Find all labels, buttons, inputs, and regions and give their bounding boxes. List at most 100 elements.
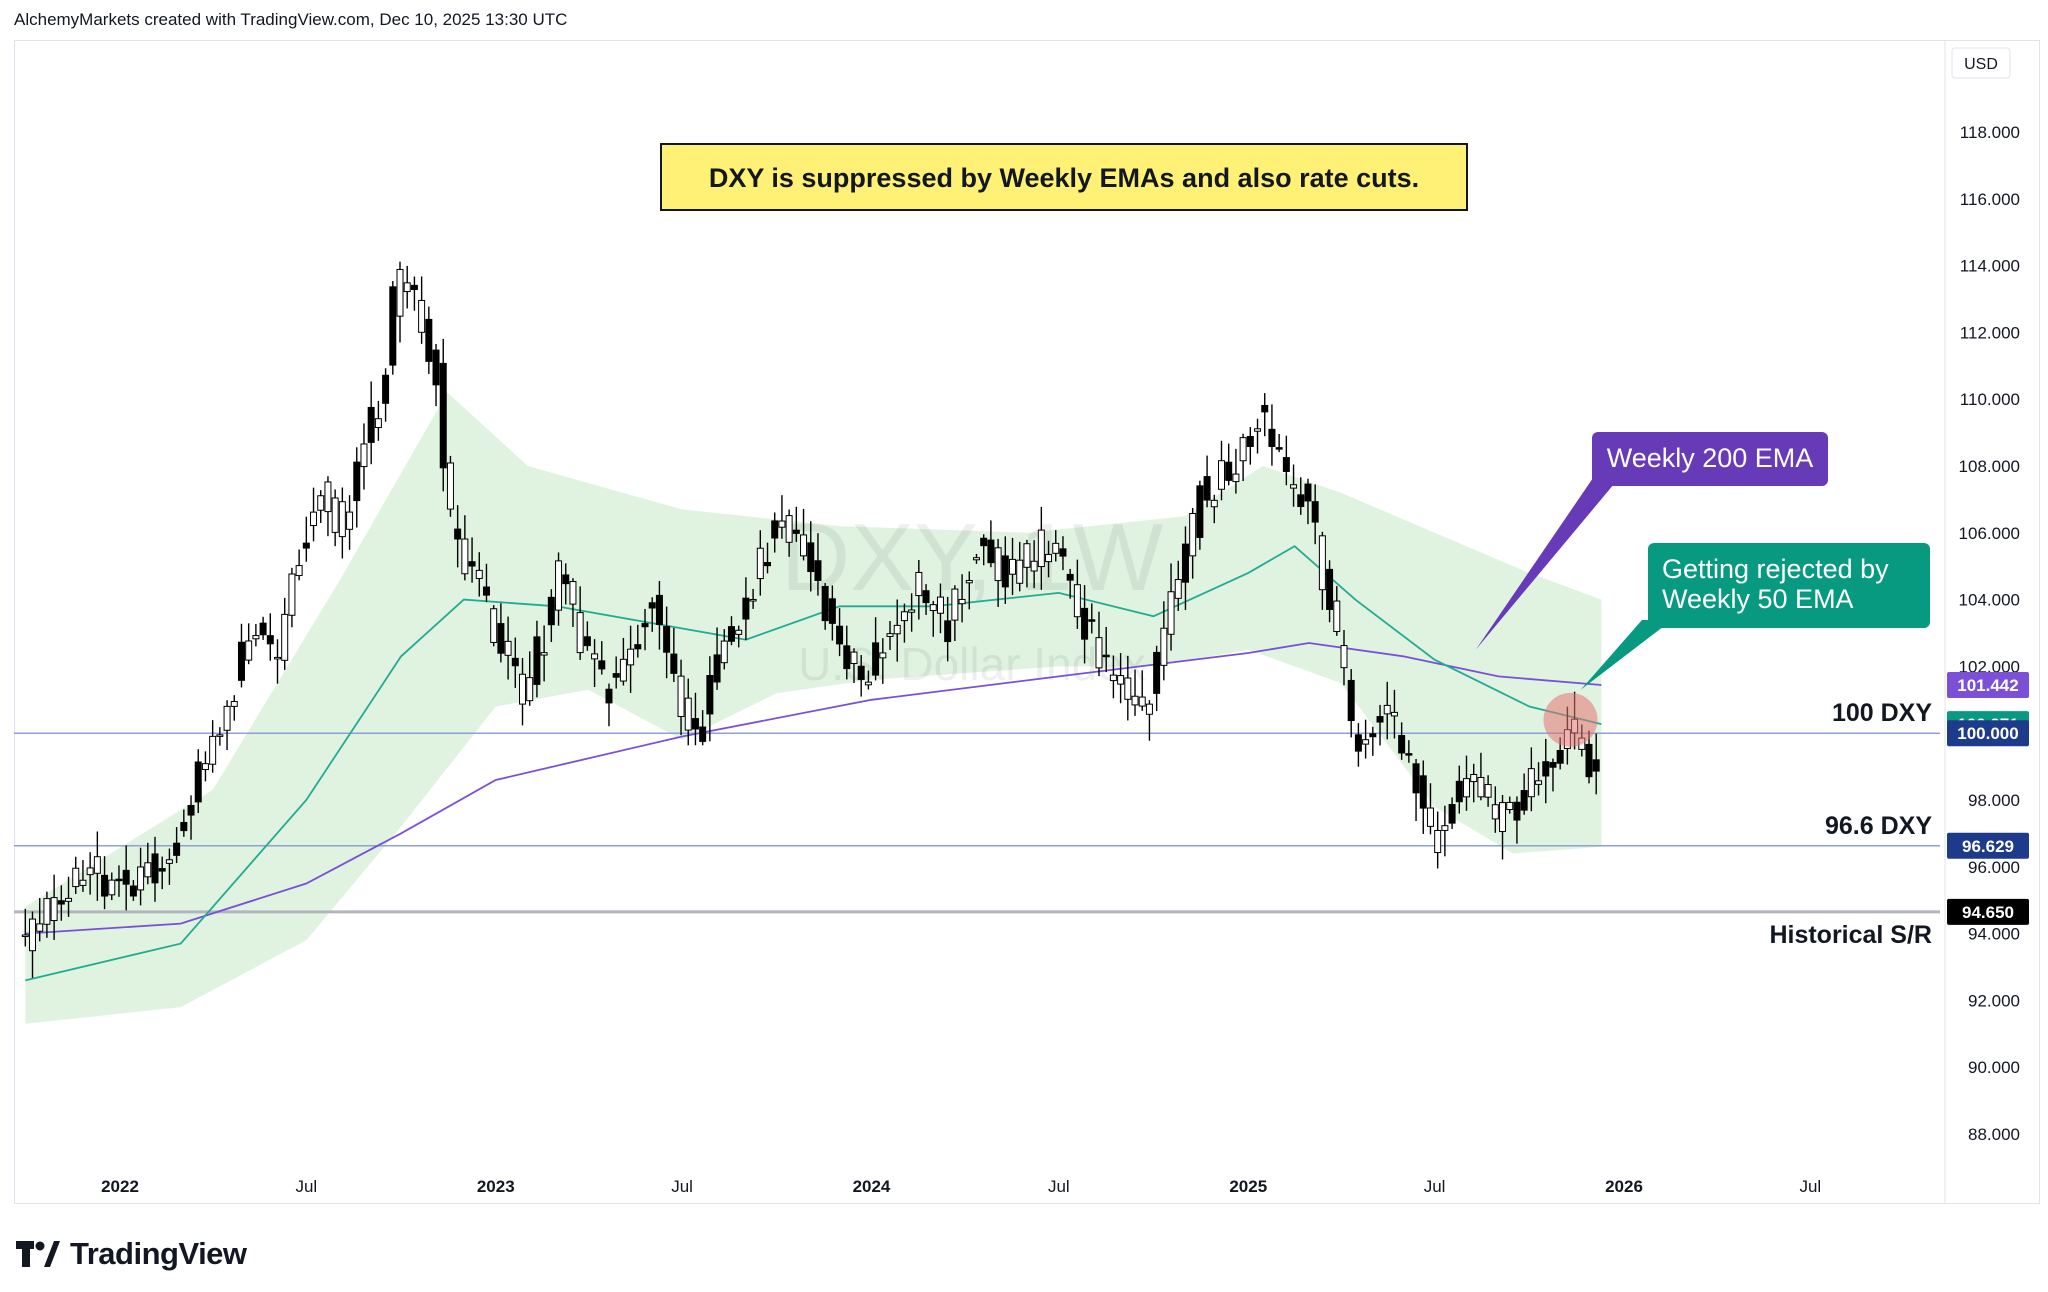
candle[interactable]: [591, 639, 599, 688]
candle[interactable]: [987, 520, 995, 568]
candle[interactable]: [727, 616, 735, 646]
candle[interactable]: [1340, 629, 1348, 686]
candle[interactable]: [28, 911, 36, 978]
candle[interactable]: [598, 641, 606, 675]
ema50-line[interactable]: [25, 545, 1602, 982]
candle[interactable]: [1477, 752, 1485, 801]
candle[interactable]: [951, 585, 959, 641]
candle[interactable]: [915, 559, 923, 620]
candle[interactable]: [79, 860, 87, 892]
candle[interactable]: [50, 874, 58, 940]
candle[interactable]: [151, 836, 159, 902]
candle[interactable]: [223, 700, 231, 751]
candle[interactable]: [1390, 689, 1398, 739]
candle[interactable]: [230, 695, 238, 721]
candle[interactable]: [1362, 719, 1370, 759]
candle[interactable]: [619, 637, 627, 686]
candle[interactable]: [180, 809, 188, 837]
candle[interactable]: [1304, 478, 1312, 525]
candle[interactable]: [771, 512, 779, 553]
candle[interactable]: [1095, 611, 1103, 677]
candle[interactable]: [1225, 443, 1233, 486]
candle[interactable]: [1549, 758, 1557, 792]
candle[interactable]: [807, 521, 815, 592]
candle[interactable]: [1037, 506, 1045, 590]
candle[interactable]: [403, 265, 411, 309]
candle[interactable]: [944, 596, 952, 662]
candle[interactable]: [547, 589, 555, 643]
candle[interactable]: [158, 856, 166, 890]
candle[interactable]: [446, 455, 454, 517]
candle[interactable]: [266, 613, 274, 661]
candle[interactable]: [828, 585, 836, 641]
candle[interactable]: [302, 516, 310, 562]
candle[interactable]: [1261, 393, 1269, 437]
candle[interactable]: [627, 625, 635, 693]
candle[interactable]: [432, 343, 440, 407]
candle[interactable]: [1376, 704, 1384, 746]
candle[interactable]: [850, 648, 858, 684]
candle[interactable]: [533, 620, 541, 698]
candle[interactable]: [612, 656, 620, 689]
candle[interactable]: [893, 599, 901, 662]
candle[interactable]: [1412, 759, 1420, 821]
candle[interactable]: [1434, 811, 1442, 869]
price-badge[interactable]: 96.629: [1947, 832, 2029, 859]
candle[interactable]: [1059, 536, 1067, 571]
candle[interactable]: [338, 487, 346, 559]
y-axis[interactable]: 88.000 90.000 92.000 94.000 96.000 98.000 100.…: [1944, 40, 2029, 1204]
candle[interactable]: [814, 533, 822, 596]
candle[interactable]: [1527, 747, 1535, 812]
candle[interactable]: [1203, 455, 1211, 508]
candle[interactable]: [259, 616, 267, 640]
candle[interactable]: [965, 571, 973, 610]
candle[interactable]: [605, 683, 613, 727]
candle[interactable]: [1081, 585, 1089, 664]
candle[interactable]: [57, 885, 65, 921]
candle[interactable]: [843, 625, 851, 680]
candle[interactable]: [972, 553, 980, 564]
candle[interactable]: [129, 880, 137, 901]
candle[interactable]: [720, 629, 728, 670]
candle[interactable]: [396, 261, 404, 343]
callout-weekly-200-ema[interactable]: Weekly 200 EMA: [1475, 432, 1828, 650]
candle[interactable]: [677, 659, 685, 736]
candle[interactable]: [562, 563, 570, 605]
chart-title-box[interactable]: DXY is suppressed by Weekly EMAs and als…: [660, 143, 1468, 211]
candle[interactable]: [634, 624, 642, 658]
candle[interactable]: [1275, 434, 1283, 453]
candle[interactable]: [1297, 477, 1305, 515]
candle[interactable]: [439, 338, 447, 492]
candle[interactable]: [1102, 626, 1110, 673]
candle[interactable]: [836, 608, 844, 657]
ema200-line[interactable]: [25, 642, 1602, 935]
candle[interactable]: [490, 605, 498, 647]
candle[interactable]: [1347, 669, 1355, 738]
candle[interactable]: [540, 625, 548, 682]
candle[interactable]: [1441, 805, 1449, 857]
rejection-marker[interactable]: [1543, 692, 1598, 747]
candle[interactable]: [821, 583, 829, 630]
candle[interactable]: [1174, 560, 1182, 611]
price-badge[interactable]: 101.442: [1947, 672, 2029, 699]
candle[interactable]: [425, 306, 433, 374]
candle[interactable]: [281, 597, 289, 670]
candle[interactable]: [872, 617, 880, 681]
candle[interactable]: [929, 600, 937, 637]
candle[interactable]: [1052, 530, 1060, 562]
candle[interactable]: [511, 637, 519, 688]
candle[interactable]: [317, 490, 325, 523]
candle[interactable]: [576, 586, 584, 660]
candle[interactable]: [1542, 738, 1550, 804]
candle[interactable]: [1470, 763, 1478, 803]
candle[interactable]: [1354, 723, 1362, 767]
candle[interactable]: [245, 623, 253, 665]
candle[interactable]: [555, 552, 563, 626]
candle[interactable]: [497, 603, 505, 663]
candle[interactable]: [670, 627, 678, 682]
candle[interactable]: [1398, 722, 1406, 760]
candle[interactable]: [1311, 484, 1319, 545]
candle[interactable]: [295, 549, 303, 581]
